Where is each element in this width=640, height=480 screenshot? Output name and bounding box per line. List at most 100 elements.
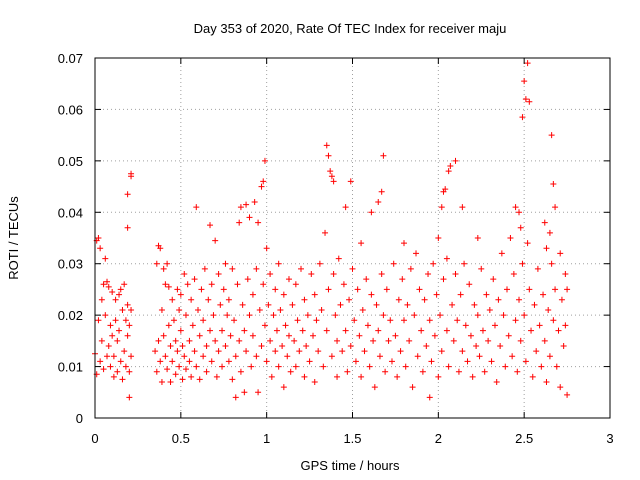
data-point [402,363,409,370]
data-point [196,332,203,339]
data-point [153,368,160,375]
data-point [158,307,165,313]
data-points [92,60,571,401]
data-point [176,363,183,370]
data-point [366,363,373,370]
data-point [241,327,248,334]
axis-ticks [94,57,611,419]
data-point [560,343,567,349]
data-point [517,337,524,344]
data-point [397,348,404,355]
data-point [546,229,553,236]
data-point [188,373,195,380]
data-point [445,168,452,175]
data-point [383,286,390,293]
data-point [531,301,538,308]
data-point [277,307,284,313]
data-point [279,343,286,349]
data-point [157,245,164,252]
data-point [253,265,260,272]
data-point [109,332,116,339]
data-point [182,366,189,373]
data-point [478,265,485,272]
data-point [95,235,102,241]
data-point [425,271,432,277]
data-point [207,327,214,334]
data-point [280,291,287,298]
data-point [426,317,433,324]
data-point [485,337,492,344]
data-point [419,368,426,375]
data-point [280,384,287,391]
data-point [491,322,498,329]
data-point [285,332,292,339]
data-point [493,379,500,385]
data-point [179,376,186,383]
data-point [116,291,123,298]
data-point [200,353,207,360]
x-tick-label: 0 [91,431,98,446]
data-point [445,363,452,370]
data-point [473,343,480,349]
data-point [466,281,473,288]
data-point [370,337,377,344]
data-point [413,250,420,257]
data-point [454,317,461,324]
data-point [392,332,399,339]
data-point [170,317,177,324]
data-point [117,286,124,293]
data-point [380,152,387,159]
data-point [342,327,349,334]
data-point [431,332,438,339]
data-point [160,265,167,272]
data-point [504,286,510,293]
data-point [401,240,407,247]
data-point [107,322,114,329]
data-point [222,343,229,349]
data-point [330,178,337,185]
data-point [182,312,189,319]
data-point [328,353,335,360]
data-point [296,348,303,355]
y-tick-label: 0.07 [58,51,83,66]
data-point [232,353,239,360]
chart-title: Day 353 of 2020, Rate Of TEC Index for r… [194,21,507,36]
data-point [418,327,425,334]
data-point [213,373,220,380]
data-point [437,312,444,319]
data-point [364,322,371,329]
data-point [263,358,270,365]
data-point [239,301,246,308]
data-point [237,204,244,211]
data-point [186,337,193,344]
data-point [428,358,435,365]
data-point [452,271,459,277]
data-point [332,312,339,319]
data-point [442,186,449,193]
data-point [207,222,214,229]
data-point [464,358,471,365]
data-point [215,348,222,355]
data-point [212,237,219,244]
data-point [243,201,250,208]
data-point [193,204,200,211]
data-point [114,337,121,344]
data-point [124,301,131,308]
data-point [474,312,481,319]
data-point [205,296,212,303]
data-point [361,348,368,355]
data-point [334,337,341,344]
data-point [105,343,112,349]
data-point [394,373,401,380]
data-point [258,343,265,349]
data-point [385,337,392,344]
data-point [272,286,279,293]
data-point [311,291,318,298]
x-tick-label: 1.5 [343,431,361,446]
data-point [282,322,289,329]
data-point [153,260,160,267]
data-point [116,327,123,334]
data-point [112,317,119,324]
data-point [526,98,533,105]
data-point [564,391,571,398]
